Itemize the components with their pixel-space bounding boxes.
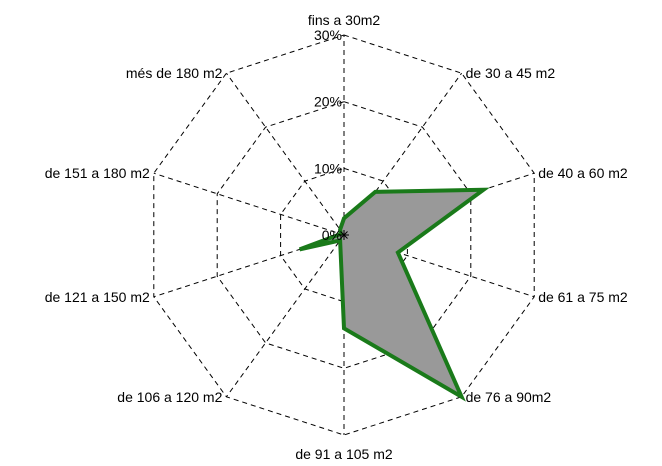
category-label-7: de 121 a 150 m2 bbox=[45, 289, 150, 305]
series-area-0 bbox=[298, 187, 490, 402]
category-label-3: de 61 a 75 m2 bbox=[538, 289, 628, 305]
spoke-8 bbox=[153, 172, 345, 236]
category-label-1: de 30 a 45 m2 bbox=[466, 65, 556, 81]
center-mark-stroke-3 bbox=[340, 231, 348, 239]
grid-ring-2 bbox=[216, 101, 472, 369]
spoke-3 bbox=[343, 234, 535, 298]
tick-label-0: 0% bbox=[322, 227, 342, 243]
radar-grid bbox=[153, 34, 535, 436]
spoke-9 bbox=[225, 72, 345, 236]
spoke-7 bbox=[153, 234, 345, 298]
category-label-0: fins a 30m2 bbox=[308, 12, 381, 28]
center-marker bbox=[339, 230, 349, 240]
tick-label-1: 10% bbox=[314, 160, 342, 176]
category-label-2: de 40 a 60 m2 bbox=[538, 165, 628, 181]
category-label-4: de 76 a 90m2 bbox=[466, 389, 552, 405]
spoke-1 bbox=[343, 72, 463, 236]
category-label-9: més de 180 m2 bbox=[126, 65, 223, 81]
category-label-6: de 106 a 120 m2 bbox=[117, 389, 222, 405]
tick-label-2: 20% bbox=[314, 94, 342, 110]
radial-tick-labels: 0% 10% 20% 30% bbox=[314, 27, 342, 243]
spoke-6 bbox=[225, 234, 345, 398]
grid-ring-3 bbox=[153, 34, 535, 436]
tick-label-3: 30% bbox=[314, 27, 342, 43]
grid-ring-1 bbox=[280, 167, 408, 303]
category-label-8: de 151 a 180 m2 bbox=[45, 165, 150, 181]
category-label-5: de 91 a 105 m2 bbox=[295, 446, 393, 462]
radar-series bbox=[298, 187, 490, 402]
category-labels: fins a 30m2 de 30 a 45 m2 de 40 a 60 m2 de … bbox=[45, 12, 628, 462]
